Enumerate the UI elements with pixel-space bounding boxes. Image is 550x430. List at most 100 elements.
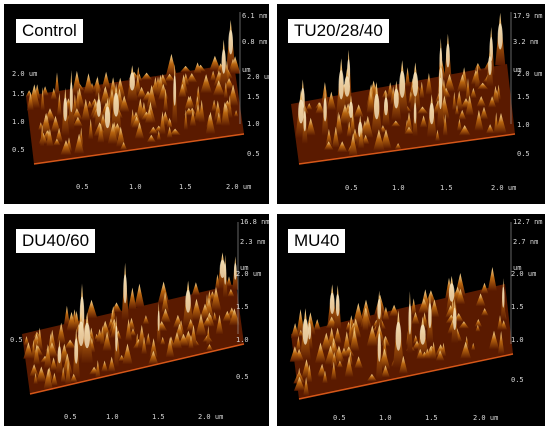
surface-spike <box>75 89 80 112</box>
surface-spike <box>492 85 499 104</box>
spike-highlight <box>115 325 118 352</box>
surface-spike <box>416 348 425 360</box>
spike-highlight <box>395 321 402 351</box>
spike-highlight <box>448 283 455 302</box>
spike-highlight <box>307 322 312 340</box>
x-tick-label: 0.5 <box>64 413 77 421</box>
surface-spike <box>44 344 52 369</box>
surface-spike <box>33 372 38 385</box>
surface-spike <box>325 128 333 146</box>
surface-spike <box>210 70 217 81</box>
spike-highlight <box>221 49 226 74</box>
surface-spike <box>145 333 151 346</box>
spike-highlight <box>323 97 327 122</box>
y-tick-label-right: 0.5 <box>517 150 530 158</box>
surface-spike <box>116 126 126 147</box>
x-tick-label: 2.0 um <box>226 183 251 191</box>
surface-spike <box>442 114 448 136</box>
spike-highlight <box>338 70 344 100</box>
surface-spike <box>497 315 503 331</box>
surface-spike <box>151 76 159 95</box>
surface-spike <box>206 325 211 345</box>
surface-spike <box>136 86 147 98</box>
y-tick-label: 1.0 <box>12 118 25 126</box>
surface-spike <box>488 96 497 108</box>
spike-highlight <box>224 263 227 285</box>
surface-spike <box>161 291 170 313</box>
surface-spike <box>53 138 61 146</box>
y-tick-label: 0.5 <box>12 146 25 154</box>
surface-spike <box>114 77 126 99</box>
surface-spike <box>177 333 190 347</box>
surface-spike <box>33 344 40 365</box>
surface-spike <box>313 319 321 331</box>
surface-spike <box>190 298 203 321</box>
x-tick-label: 1.0 <box>392 184 405 192</box>
surface-spike <box>476 82 489 90</box>
surface-spike <box>226 276 232 287</box>
surface-spike <box>233 110 239 117</box>
spike-highlight <box>63 97 68 122</box>
spike-highlight <box>497 23 503 50</box>
surface-spike <box>57 92 62 116</box>
surface-spike <box>320 332 332 351</box>
surface-spike <box>49 357 58 371</box>
spike-highlight <box>78 321 84 346</box>
surface-spike <box>211 99 217 112</box>
spike-highlight <box>446 43 450 68</box>
afm-panel-tu20-28-40: 17.9 nm 3.2 nm um 0.5 1.0 1.5 2.0 um 2.0 um 1.5 1… <box>277 4 545 204</box>
surface-spike <box>419 81 425 99</box>
surface-spike <box>65 360 72 385</box>
surface-spike <box>454 105 459 115</box>
surface-spike <box>336 360 343 368</box>
surface-spike <box>227 84 239 106</box>
surface-spike <box>349 330 360 352</box>
x-tick-label: 1.5 <box>440 184 453 192</box>
afm-surface-tu20-28-40: 17.9 nm 3.2 nm um 0.5 1.0 1.5 2.0 um 2.0 um 1.5 1… <box>291 12 543 192</box>
y-tick-label-right: 1.0 <box>517 121 530 129</box>
surface-spike <box>169 128 181 136</box>
surface-spike <box>186 73 198 83</box>
surface-spike <box>202 317 213 327</box>
spike-highlight <box>344 76 350 97</box>
z-tick-label: 2.3 nm <box>240 238 265 246</box>
spike-highlight <box>104 106 111 129</box>
surface-spike <box>206 344 213 351</box>
y-tick-label-right: 1.0 <box>236 336 249 344</box>
surface-spike <box>29 364 39 377</box>
x-tick-label: 2.0 um <box>198 413 223 421</box>
surface-spike <box>159 111 166 135</box>
x-tick-label: 1.0 <box>106 413 119 421</box>
spike-highlight <box>399 70 406 98</box>
surface-spike <box>50 115 61 133</box>
surface-spike <box>210 287 222 311</box>
surface-spike <box>330 361 337 381</box>
surface-spike <box>31 339 36 359</box>
spike-highlight <box>129 72 135 91</box>
surface-spike <box>458 125 471 136</box>
surface-spike <box>149 338 158 359</box>
surface-spike <box>366 373 377 382</box>
y-tick-label-right: 1.5 <box>517 93 530 101</box>
x-tick-label: 1.0 <box>129 183 142 191</box>
surface-spike <box>332 126 340 148</box>
surface-spike <box>405 112 413 134</box>
surface-spike <box>291 323 300 338</box>
surface-spike <box>455 288 466 305</box>
surface-spike <box>382 306 390 321</box>
surface-spike <box>424 348 431 359</box>
spike-highlight <box>173 75 177 106</box>
surface-spike <box>460 341 472 359</box>
surface-spike <box>381 365 390 378</box>
surface-spike <box>323 141 334 151</box>
surface-spike <box>404 126 414 135</box>
surface-spike <box>430 341 437 360</box>
surface-spike <box>74 133 85 154</box>
x-tick-label: 2.0 um <box>473 414 498 422</box>
surface-spike <box>419 115 428 128</box>
panel-label: MU40 <box>287 228 347 254</box>
surface-spike <box>134 283 145 308</box>
surface-spike <box>303 377 310 396</box>
surface-spike <box>101 71 111 89</box>
y-tick-label-right: 0.5 <box>236 373 249 381</box>
